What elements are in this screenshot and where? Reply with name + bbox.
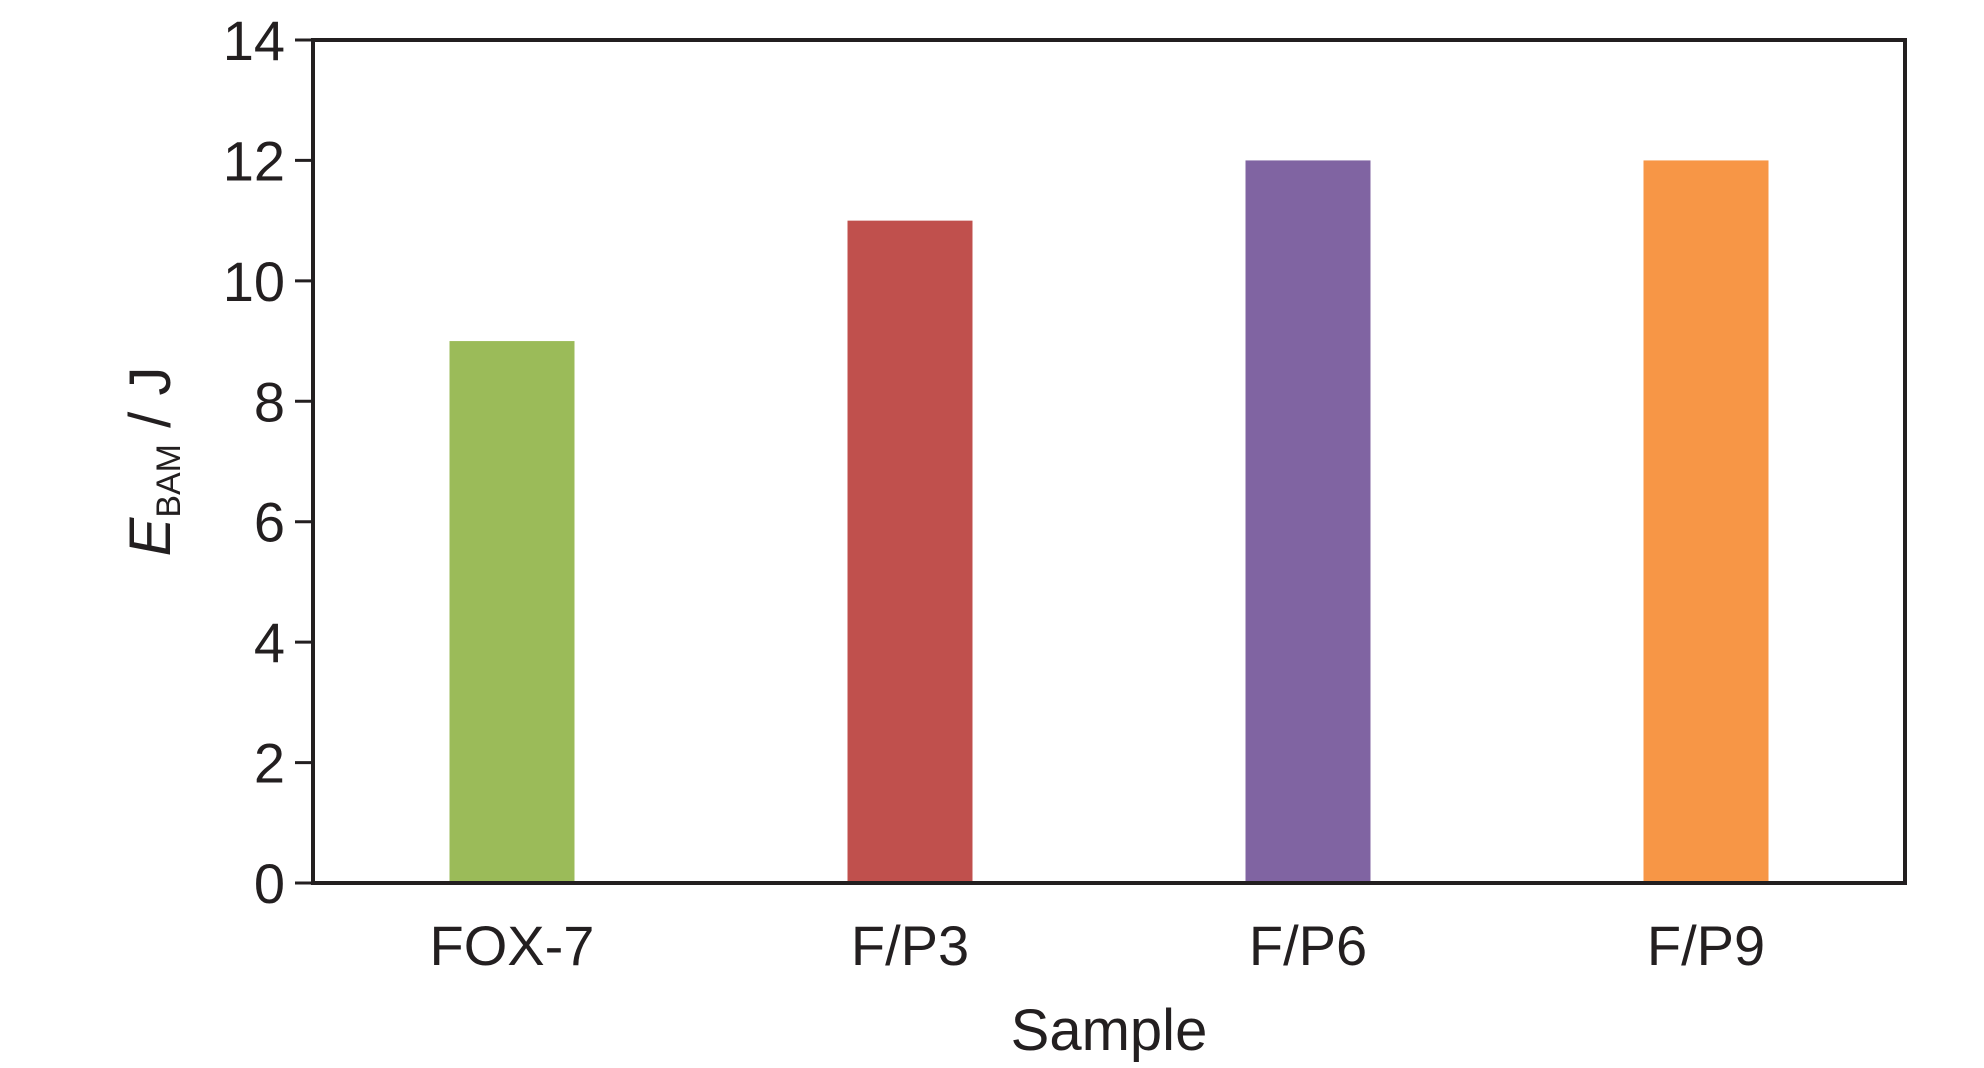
x-axis-ticks: FOX-7 F/P3 F/P6 F/P9: [430, 914, 1766, 977]
bar-f-p3: [847, 220, 973, 884]
y-axis-title-main: E: [118, 516, 183, 556]
y-tick-label: 4: [254, 611, 285, 674]
bar-f-p6: [1245, 160, 1371, 883]
x-category-label: F/P6: [1249, 914, 1367, 977]
y-tick-label: 14: [223, 9, 285, 72]
y-tick-label: 10: [223, 250, 285, 313]
bar-f-p9: [1643, 160, 1769, 883]
y-tick-label: 8: [254, 370, 285, 433]
x-category-label: F/P3: [851, 914, 969, 977]
y-tick-label: 0: [254, 852, 285, 915]
bars-layer: [449, 160, 1769, 884]
plot-frame: [311, 38, 1907, 885]
y-axis-ticks: 0 2 4 6 8 10 12 14: [223, 9, 313, 915]
y-axis-title-subscript: BAM: [150, 444, 188, 518]
y-axis-title: EBAM / J: [118, 367, 188, 557]
x-category-label: FOX-7: [430, 914, 595, 977]
x-axis-title: Sample: [1011, 998, 1208, 1063]
bar-fox-7: [449, 341, 575, 884]
y-tick-label: 2: [254, 732, 285, 795]
y-axis-title-unit: / J: [118, 367, 183, 444]
y-tick-label: 12: [223, 129, 285, 192]
y-tick-label: 6: [254, 491, 285, 554]
x-category-label: F/P9: [1647, 914, 1765, 977]
